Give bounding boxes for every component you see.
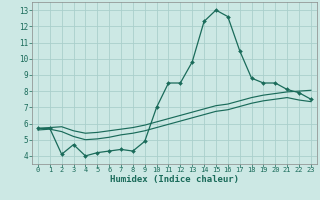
X-axis label: Humidex (Indice chaleur): Humidex (Indice chaleur) (110, 175, 239, 184)
